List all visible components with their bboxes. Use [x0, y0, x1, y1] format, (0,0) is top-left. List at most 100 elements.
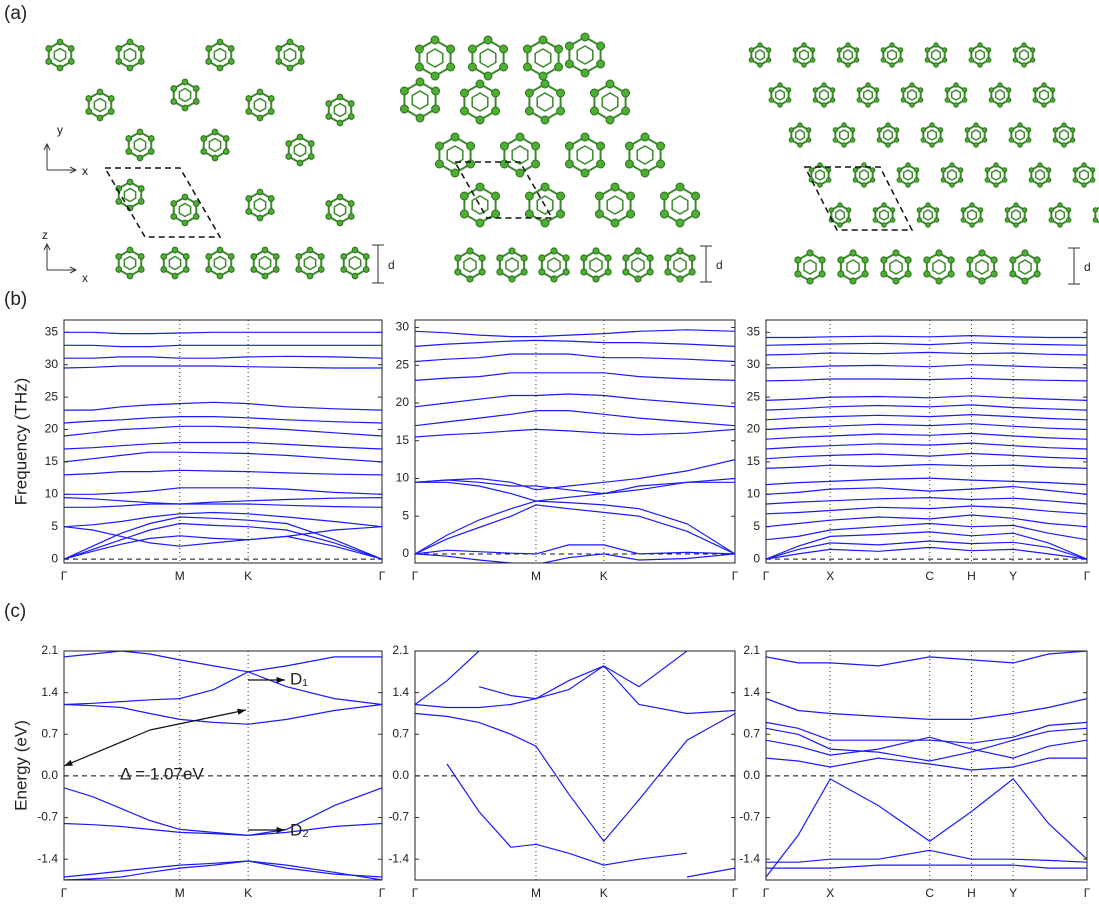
atom [689, 269, 695, 275]
atom [581, 169, 589, 177]
atom [853, 178, 857, 182]
atom [228, 46, 234, 52]
cluster [581, 248, 611, 282]
cluster [539, 248, 569, 282]
band-line [766, 405, 1087, 410]
atom [57, 39, 63, 45]
atom [810, 48, 814, 52]
bond [976, 50, 985, 60]
atom [917, 218, 921, 222]
atom [539, 72, 547, 80]
y-tick-label: 0.7 [41, 726, 58, 740]
atom [1034, 271, 1040, 277]
plot-area [415, 330, 735, 565]
bond [1080, 170, 1089, 180]
atom [557, 210, 565, 218]
atom [1005, 208, 1009, 212]
atom [882, 223, 886, 227]
atom [910, 83, 914, 87]
cluster [116, 247, 144, 279]
band-line [64, 443, 382, 450]
band-line [415, 480, 735, 494]
atom [326, 114, 332, 120]
bond [119, 182, 142, 208]
atom [352, 247, 358, 253]
bond [254, 250, 277, 276]
atom [918, 98, 922, 102]
atom [308, 154, 314, 160]
bond [577, 46, 593, 64]
bond [472, 40, 503, 76]
bond [800, 50, 809, 60]
atom [692, 210, 700, 218]
atom [969, 58, 973, 62]
atom [994, 183, 998, 187]
atom [914, 168, 918, 172]
atom [605, 269, 611, 275]
atom [348, 214, 354, 220]
y-tick-label: 15 [747, 454, 761, 468]
band-line [766, 498, 1087, 504]
bond [756, 50, 765, 60]
bond [1060, 130, 1069, 140]
cluster [838, 250, 868, 284]
band-line [766, 336, 1087, 338]
atom [297, 134, 303, 140]
x-tick-label: H [967, 569, 976, 583]
plot-area [766, 651, 1087, 877]
y-tick-label: 5 [753, 519, 760, 533]
atom [541, 219, 549, 227]
x-tick-label: Γ [732, 569, 739, 583]
bond [602, 93, 618, 111]
bond [751, 45, 768, 65]
atom [925, 48, 929, 52]
atom [606, 116, 614, 124]
band-line [64, 513, 382, 527]
bond [594, 84, 625, 120]
atom [948, 257, 954, 263]
bond [214, 257, 225, 270]
atom [786, 98, 790, 102]
bond [884, 253, 908, 281]
band-line [766, 651, 1087, 666]
bond [209, 139, 220, 152]
atom [68, 59, 74, 65]
y-tick-label: 0.7 [743, 726, 760, 740]
band-line [415, 330, 735, 337]
bond [169, 257, 180, 270]
band-line [415, 714, 735, 842]
annotation: D₂ [290, 820, 309, 839]
bond [124, 49, 135, 62]
bond [458, 251, 482, 279]
atom [1046, 178, 1050, 182]
atom [127, 247, 133, 253]
x-tick-label: Γ [763, 886, 770, 900]
atom [862, 183, 866, 187]
atom [127, 273, 133, 279]
bond [820, 90, 829, 100]
atom [1005, 218, 1009, 222]
atom [565, 142, 573, 150]
atom [625, 160, 633, 168]
cluster [341, 247, 369, 279]
bond [816, 170, 825, 180]
atom [930, 143, 934, 147]
bond [584, 251, 608, 279]
cluster [435, 133, 474, 177]
band-line [766, 779, 1087, 877]
atom [581, 269, 587, 275]
atom [262, 247, 268, 253]
band-line [766, 396, 1087, 401]
atom [942, 48, 946, 52]
band-line [64, 672, 382, 705]
atom [901, 98, 905, 102]
atom [521, 255, 527, 261]
atom [467, 160, 475, 168]
atom [833, 128, 837, 132]
bond [971, 45, 988, 65]
atom [874, 88, 878, 92]
bond [890, 260, 902, 274]
atom [986, 48, 990, 52]
bond [904, 170, 913, 180]
plot-area [766, 336, 1087, 559]
